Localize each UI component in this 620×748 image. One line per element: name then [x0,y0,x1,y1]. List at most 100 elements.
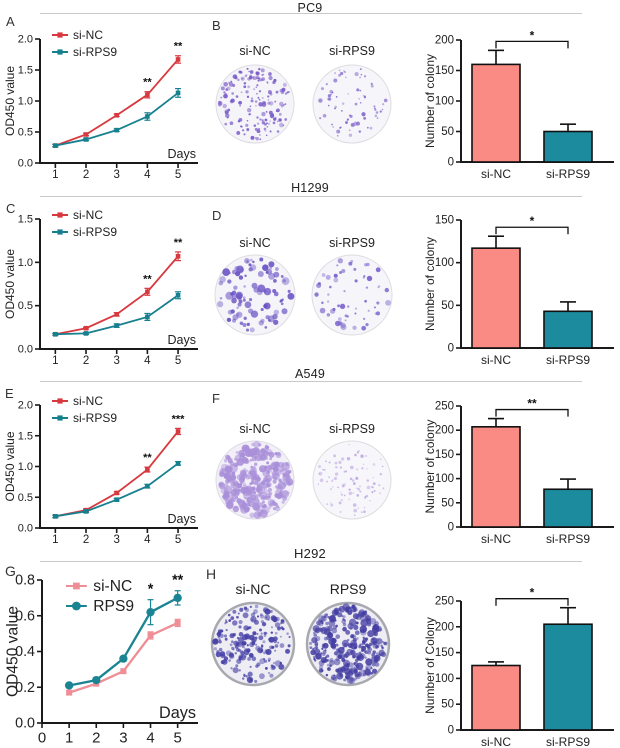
svg-text:100: 100 [435,96,454,108]
bar-chart-svg: 0 50 100 150 200 Number of colony si-NC si-RPS9… [425,28,614,180]
colony-bar-chart-pc9: 0 50 100 150 200 Number of colony si-NC si-RPS9… [425,16,620,180]
plate-label-si-nc: si-NC [239,236,271,250]
od450-line-chart-h292: 0.0 0.2 0.4 0.6 0.8 0 1 2 3 4 5 OD450 value Days si-N… [2,561,205,748]
svg-text:200: 200 [435,621,454,633]
row-header-pc9: PC9 [0,0,620,16]
svg-text:0.8: 0.8 [15,573,35,589]
svg-text:0.0: 0.0 [18,158,33,170]
svg-text:0.5: 0.5 [18,127,33,139]
line-chart-svg: 0.0 0.5 1.0 1.5 1 2 3 4 5 OD450 value Days si-NC si-… [3,208,198,366]
svg-text:1.5: 1.5 [18,214,33,226]
row-header-h1299: H1299 [0,180,620,197]
plate-label-si-rps9: si-RPS9 [329,236,375,250]
svg-text:4: 4 [144,534,151,545]
svg-text:*: * [530,586,535,600]
svg-text:1.5: 1.5 [18,65,33,77]
svg-text:0.0: 0.0 [18,344,33,356]
svg-text:0.5: 0.5 [18,300,33,312]
od450-line-chart-h1299: 0.0 0.5 1.0 1.5 1 2 3 4 5 OD450 value Days si-NC si-… [2,196,205,366]
colony-bar-chart-h292: 0 50 100 150 200 250 Number of Colony si-NC si-R… [425,561,620,748]
svg-text:si-RPS9: si-RPS9 [73,411,117,425]
svg-text:3: 3 [119,730,127,747]
panel-letter-a: A [6,14,15,29]
bar-chart-svg: 0 50 100 150 Number of colony si-NC si-RPS9 * [425,214,614,366]
svg-text:Number of Colony: Number of Colony [425,617,437,714]
plate-label-rps9: RPS9 [329,581,367,597]
svg-text:**: ** [143,452,152,464]
svg-text:150: 150 [435,65,454,77]
plate-label-si-rps9: si-RPS9 [329,422,375,436]
cell-line-title: H292 [294,546,326,561]
svg-text:**: ** [143,273,152,285]
svg-text:0.0: 0.0 [18,523,33,535]
colony-bar-chart-a549: 0 50 100 150 200 250 Number of colony si-NC si-R… [425,382,620,545]
svg-text:si-NC: si-NC [73,28,103,42]
svg-text:2: 2 [83,534,89,545]
svg-text:150: 150 [435,647,454,659]
svg-text:150: 150 [435,215,454,227]
svg-text:Number of colony: Number of colony [425,419,437,513]
svg-text:**: ** [174,41,183,53]
svg-text:100: 100 [435,473,454,485]
svg-text:0: 0 [448,157,454,169]
svg-text:0: 0 [448,343,454,355]
figure-row-h1299: H1299 C D 0.0 0.5 1.0 1.5 1 2 3 4 5 OD450 value Da… [0,180,620,366]
svg-text:2.0: 2.0 [18,34,33,46]
plate-label-si-rps9: si-RPS9 [329,44,375,58]
line-chart-svg: 0.0 0.5 1.0 1.5 2.0 1 2 3 4 5 OD450 value Days si-NC… [3,28,198,180]
svg-text:50: 50 [441,126,454,138]
svg-text:100: 100 [435,673,454,685]
svg-text:250: 250 [435,401,454,413]
line-chart-svg: 0.0 0.5 1.0 1.5 2.0 1 2 3 4 5 OD450 value Days si-NC… [3,394,198,545]
svg-text:1.5: 1.5 [18,430,33,442]
figure-row-h292: H292 G H 0.0 0.2 0.4 0.6 0.8 0 1 2 3 4 5 OD450 valu… [0,545,620,748]
svg-text:2: 2 [83,355,89,366]
svg-text:*: * [148,582,154,598]
svg-text:**: ** [172,573,184,589]
svg-text:5: 5 [173,730,181,747]
colony-plates-h292: si-NC RPS9 [205,561,435,748]
divider-line [40,561,582,562]
od450-line-chart-a549: 0.0 0.5 1.0 1.5 2.0 1 2 3 4 5 OD450 value Days si-NC… [2,382,205,545]
svg-text:250: 250 [435,596,454,608]
panel-letter-h: H [206,566,217,582]
row-header-h292: H292 [0,545,620,562]
svg-text:si-NC: si-NC [481,735,511,748]
line-chart-svg: 0.0 0.2 0.4 0.6 0.8 0 1 2 3 4 5 OD450 value Days si-N… [5,573,198,747]
svg-text:150: 150 [435,449,454,461]
svg-text:1: 1 [52,169,58,180]
plates-svg [215,440,392,520]
panel-letter-b: B [212,18,221,33]
svg-text:0.4: 0.4 [15,644,35,660]
figure-row-a549: A549 E F 0.0 0.5 1.0 1.5 2.0 1 2 3 4 5 OD450 value… [0,366,620,545]
plate-label-si-nc: si-NC [239,422,271,436]
svg-text:si-NC: si-NC [73,208,103,222]
svg-text:si-NC: si-NC [481,353,511,366]
divider-line [40,13,582,14]
svg-text:0.2: 0.2 [15,680,35,696]
svg-text:3: 3 [113,355,119,366]
svg-text:200: 200 [435,35,454,47]
plates-svg [214,254,393,336]
svg-text:0.0: 0.0 [15,716,35,732]
svg-text:1: 1 [52,355,58,366]
od450-line-chart-pc9: 0.0 0.5 1.0 1.5 2.0 1 2 3 4 5 OD450 value Days si-NC… [2,16,205,180]
panel-letter-g: G [5,563,16,579]
svg-text:si-RPS9: si-RPS9 [546,735,590,748]
svg-text:1.0: 1.0 [18,96,33,108]
svg-text:OD450 value: OD450 value [3,249,17,319]
svg-text:Days: Days [168,333,196,347]
svg-text:si-NC: si-NC [73,394,103,408]
plate-label-si-nc: si-NC [239,44,271,58]
cell-line-title: A549 [295,367,325,381]
svg-text:0: 0 [38,730,46,747]
svg-text:2: 2 [92,730,100,747]
svg-text:**: ** [143,77,152,89]
svg-text:OD450 value: OD450 value [5,606,22,697]
divider-line [40,196,582,197]
svg-text:Days: Days [159,704,196,722]
svg-text:si-RPS9: si-RPS9 [546,353,590,366]
svg-text:3: 3 [113,534,119,545]
svg-text:si-NC: si-NC [481,532,511,545]
